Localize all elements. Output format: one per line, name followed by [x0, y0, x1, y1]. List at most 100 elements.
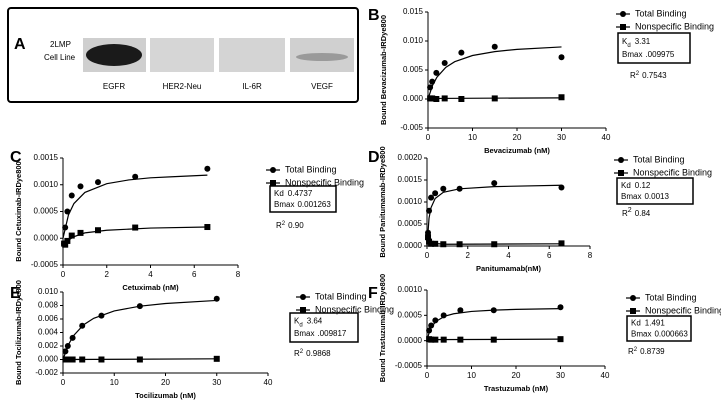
legend-label: Total Binding: [635, 8, 687, 18]
marker-square: [64, 356, 71, 363]
marker-circle: [428, 322, 435, 329]
marker-circle: [62, 348, 69, 355]
marker-circle: [132, 173, 139, 180]
x-tick-label: 40: [601, 371, 610, 380]
kd-text: Kd 3.31: [622, 37, 651, 48]
x-tick-label: 0: [61, 270, 66, 279]
marker-square: [213, 355, 220, 362]
y-tick-label: 0.005: [403, 65, 424, 74]
r2-label: R: [276, 221, 282, 230]
marker-square: [630, 308, 636, 314]
marker-circle: [428, 194, 435, 201]
y-tick-label: 0.015: [403, 7, 424, 16]
x-tick-label: 8: [236, 270, 241, 279]
y-tick-label: 0.0010: [34, 180, 59, 189]
marker-square: [68, 232, 75, 239]
r2-text: R2 0.84: [622, 207, 651, 218]
x-tick-label: 20: [512, 371, 521, 380]
y-tick-label: -0.0005: [31, 260, 59, 269]
y-tick-label: -0.0005: [395, 361, 423, 370]
blot-frame: [7, 7, 359, 103]
marker-square: [491, 241, 498, 248]
y-tick-label: 0.0005: [34, 207, 59, 216]
bmax-text: Bmax 0.0013: [621, 192, 669, 201]
y-tick-label: 0.010: [38, 287, 59, 296]
marker-circle: [618, 157, 624, 163]
marker-square: [98, 356, 105, 363]
x-tick-label: 40: [602, 133, 611, 142]
bmax-text: Bmax 0.000663: [631, 329, 688, 338]
y-tick-label: 0.0005: [398, 310, 423, 319]
r2-text: R2 0.7543: [630, 71, 667, 81]
r2-value: 0.8739: [640, 347, 665, 356]
annotation-box: [626, 315, 692, 342]
x-axis-title: Cetuximab (nM): [122, 283, 179, 292]
r2-superscript: 2: [282, 221, 286, 227]
marker-circle: [491, 180, 498, 187]
panel-label: C: [10, 149, 22, 166]
legend-label: Nonspecific Binding: [635, 21, 714, 31]
x-tick-label: 30: [212, 378, 221, 387]
marker-circle: [457, 307, 464, 314]
legend-label: Total Binding: [285, 164, 337, 174]
kd-text: Kd 1.491: [631, 319, 665, 328]
kd-text: Kd 0.12: [621, 181, 651, 190]
marker-square: [620, 24, 626, 30]
bmax-label: Bmax: [274, 200, 294, 209]
marker-square: [428, 240, 435, 247]
annotation-box: [616, 177, 694, 205]
bmax-text: Bmax .009975: [622, 50, 675, 59]
y-tick-label: 0.010: [403, 36, 424, 45]
marker-circle: [77, 183, 84, 190]
x-axis-title: Tocilizumab (nM): [135, 391, 196, 400]
marker-circle: [456, 185, 463, 192]
blot-panel: A 2LMP Cell Line EGFR HER2-Neu IL-6R VEG…: [7, 7, 359, 103]
marker-circle: [441, 60, 448, 67]
y-tick-label: 0.006: [38, 314, 59, 323]
marker-square: [457, 336, 464, 343]
legend-label: Nonspecific Binding: [315, 304, 394, 314]
marker-circle: [432, 190, 439, 197]
blot-lane: [219, 38, 285, 72]
marker-square: [558, 94, 565, 101]
bmax-value: .009817: [317, 329, 346, 338]
marker-circle: [79, 322, 86, 329]
bmax-label: Bmax: [622, 50, 642, 59]
x-tick-label: 10: [468, 133, 477, 142]
marker-circle: [620, 11, 626, 17]
lane-label: VEGF: [311, 82, 333, 91]
marker-circle: [68, 192, 75, 199]
marker-circle: [64, 208, 71, 215]
r2-superscript: 2: [636, 71, 640, 77]
fit-curve: [426, 308, 561, 341]
marker-circle: [557, 304, 564, 311]
bmax-text: Bmax .009817: [294, 329, 347, 338]
legend-label: Total Binding: [645, 292, 697, 302]
marker-square: [433, 96, 440, 102]
y-tick-label: 0.0010: [398, 285, 423, 294]
marker-circle: [95, 179, 101, 186]
bmax-value: .009975: [645, 50, 674, 59]
r2-superscript: 2: [628, 207, 632, 214]
kd-subscript: d: [299, 322, 302, 328]
marker-circle: [429, 78, 436, 85]
y-tick-label: 0.002: [38, 341, 59, 350]
r2-superscript: 2: [300, 349, 304, 355]
marker-square: [136, 356, 143, 363]
blot-band: [296, 53, 348, 61]
bmax-value: 0.000663: [654, 329, 688, 338]
y-tick-label: 0.0000: [398, 241, 423, 250]
lane-label: EGFR: [103, 82, 125, 91]
legend-label: Nonspecific Binding: [645, 305, 721, 315]
marker-circle: [440, 312, 447, 319]
bmax-text: Bmax 0.001263: [274, 200, 331, 209]
panel-label: E: [10, 285, 21, 302]
marker-square: [458, 96, 465, 102]
y-axis-title: Bound Trastuzumab-IRDye800: [378, 274, 387, 382]
y-tick-label: -0.005: [400, 123, 423, 132]
bmax-value: 0.001263: [297, 200, 331, 209]
kd-label: K: [294, 317, 300, 326]
x-tick-label: 30: [556, 371, 565, 380]
kd-value: 0.4737: [288, 189, 313, 198]
panel-label: D: [368, 149, 380, 166]
